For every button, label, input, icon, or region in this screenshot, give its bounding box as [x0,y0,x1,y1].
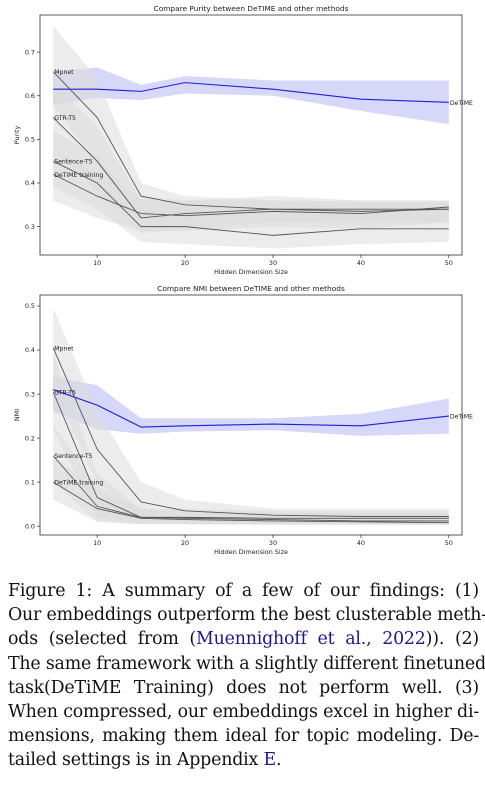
y-tick-label: 0.4 [25,346,35,354]
x-tick-label: 50 [445,259,453,267]
purity-chart: Compare Purity between DeTIME and other … [13,4,473,276]
y-axis-label: Purity [13,126,21,145]
caption-text: . [275,750,282,771]
y-tick-label: 0.5 [25,136,35,144]
series-line [52,391,449,519]
caption-text: )). (2) [425,629,480,650]
x-tick-label: 40 [357,259,365,267]
confidence-band [53,376,449,436]
caption-line: tailed settings is in Appendix E. [8,748,479,772]
x-axis-label: Hidden Dimension Size [214,268,288,276]
y-tick-label: 0.7 [25,48,35,56]
y-axis-label: NMI [13,409,21,421]
x-tick-label: 30 [269,259,277,267]
caption-line: The same framework with a slightly diffe… [8,653,485,674]
figure-caption: Figure 1: A summary of a few of our find… [8,579,485,773]
series-label: Sentence-T5 [54,453,92,460]
nmi-chart: Compare NMI between DeTIME and other met… [13,284,473,556]
citation-link[interactable]: Muennighoff et al., 2022 [196,629,426,650]
y-tick-label: 0.1 [25,478,35,486]
y-tick-label: 0.2 [25,434,35,442]
y-tick-label: 0.0 [25,522,35,530]
y-tick-label: 0.3 [25,223,35,231]
series-label: DeTiME [450,100,473,107]
series-label: Sentence-T5 [54,159,92,166]
caption-line: ods (selected from (Muennighoff et al., … [8,627,479,651]
caption-line: Our embeddings outperform the best clust… [8,605,485,626]
y-tick-label: 0.5 [25,302,35,310]
x-tick-label: 10 [93,259,101,267]
caption-line: task(DeTiME Training) does not perform w… [8,677,479,698]
y-tick-label: 0.6 [25,92,35,100]
series-label: Mpnet [54,345,74,352]
series-line [52,347,449,517]
chart-title: Compare Purity between DeTIME and other … [154,4,349,13]
plot-frame [39,294,463,536]
series-line [52,160,449,236]
series-label: DeTiME [450,414,473,421]
series-line [52,481,449,524]
caption-line: mensions, making them ideal for topic mo… [8,726,479,747]
series-line [52,173,449,217]
confidence-band [53,67,449,125]
series-label: GTR-T5 [54,115,76,122]
series-line [52,71,449,212]
x-tick-label: 50 [445,539,453,547]
y-tick-label: 0.4 [25,179,35,187]
x-tick-label: 20 [181,259,189,267]
series-label: DeTiME training [54,480,103,487]
caption-line: When compressed, our embeddings excel in… [8,702,479,723]
x-tick-label: 10 [93,539,101,547]
appendix-link[interactable]: E [263,750,276,771]
chart-title: Compare NMI between DeTIME and other met… [157,284,345,293]
series-label: GTR-T5 [54,389,76,396]
series-line [53,389,449,428]
caption-text: ods (selected from ( [8,629,197,650]
x-tick-label: 20 [181,539,189,547]
confidence-band [53,148,449,231]
x-tick-label: 40 [357,539,365,547]
caption-text: tailed settings is in Appendix [8,750,264,771]
caption-line: Figure 1: A summary of a few of our find… [8,581,479,601]
series-line [53,82,449,103]
series-label: Mpnet [54,69,74,76]
series-line [52,455,449,522]
series-label: DeTiME training [54,172,103,179]
y-tick-label: 0.3 [25,390,35,398]
x-axis-label: Hidden Dimension Size [214,548,288,556]
plot-frame [39,14,463,256]
series-line [52,117,449,219]
x-tick-label: 30 [269,539,277,547]
